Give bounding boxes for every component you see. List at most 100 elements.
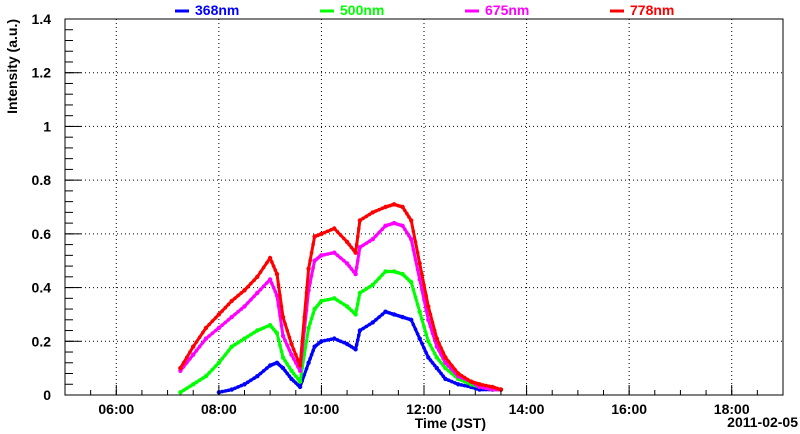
data-marker [380,273,385,277]
data-marker [233,296,237,301]
data-marker [367,322,372,327]
data-point [242,304,247,309]
data-marker [245,301,250,305]
data-marker [430,347,435,352]
data-marker [430,320,435,325]
data-marker [233,342,237,347]
data-marker [420,317,424,321]
data-marker [223,389,228,393]
data-point [434,336,439,341]
data-point [426,355,431,360]
data-point [191,344,196,349]
data-marker [422,346,426,350]
data-marker [309,316,314,321]
data-marker [354,342,359,347]
data-marker [213,316,218,320]
data-marker [291,371,296,376]
data-marker [415,250,420,255]
data-marker [210,331,215,336]
data-point [229,344,234,349]
data-marker [439,361,443,365]
data-marker [450,379,454,384]
data-marker [481,383,485,387]
data-marker [207,371,211,375]
x-axis-title: Time (JST) [415,415,486,431]
data-point [203,325,209,331]
data-marker [364,214,369,219]
data-point [319,339,324,344]
data-point [477,382,482,387]
data-marker [342,258,346,263]
data-marker [322,298,327,303]
data-point [203,374,209,379]
data-marker [450,363,454,368]
data-marker [220,389,224,394]
data-marker [201,340,205,345]
data-marker [249,297,253,302]
data-marker [361,216,365,221]
data-marker [197,378,202,383]
data-marker [413,295,418,299]
data-marker [311,312,315,316]
data-marker [377,276,381,281]
data-point [280,333,286,339]
data-marker [194,340,199,344]
legend: 368nm 500nm 675nm 778nm [175,2,674,18]
data-point [297,368,303,373]
data-point [297,363,303,368]
data-marker [258,371,263,376]
y-tick-label: 1.2 [32,65,52,81]
data-marker [223,352,228,357]
data-marker [424,332,428,336]
data-marker [407,215,411,219]
data-marker [226,348,231,353]
data-marker [361,326,365,331]
data-marker [188,350,192,354]
data-marker [335,253,340,258]
data-marker [428,343,433,348]
data-marker [273,289,278,294]
data-marker [354,242,359,247]
data-point [434,365,439,371]
x-tick-label: 18:00 [714,401,750,417]
grid [65,19,783,395]
data-marker [413,240,418,244]
data-marker [329,337,333,342]
data-marker [197,344,202,349]
data-marker [357,226,361,231]
series-778nm [178,202,504,392]
data-marker [309,250,314,255]
data-marker [430,361,435,365]
data-point [216,325,222,331]
data-marker [356,338,360,342]
data-marker [181,388,186,393]
data-marker [279,349,284,354]
data-marker [428,312,433,317]
data-marker [446,364,451,368]
data-marker [329,251,333,256]
legend-label: 368nm [195,2,239,18]
data-point [344,261,350,266]
data-point [297,384,303,390]
data-marker [304,339,309,344]
data-marker [304,367,309,371]
data-marker [278,343,282,348]
data-marker [273,268,278,272]
data-point [306,325,311,331]
data-point [332,336,337,341]
data-point [280,355,286,360]
x-tick-label: 08:00 [201,401,237,417]
x-tick-label: 16:00 [611,401,647,417]
data-marker [338,256,343,260]
data-point [319,298,324,304]
data-marker [258,327,263,332]
data-marker [261,369,266,373]
data-marker [201,330,205,335]
data-point [426,339,431,344]
data-marker [374,279,378,284]
data-marker [278,293,282,298]
data-marker [338,233,343,237]
data-point [319,231,324,237]
data-marker [430,331,435,336]
